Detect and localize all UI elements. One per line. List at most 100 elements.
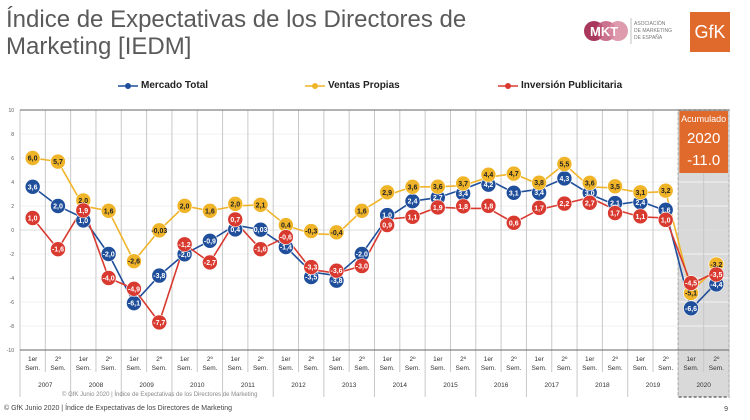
page-title: Índice de Expectativas de los Directores… <box>6 6 467 60</box>
data-label: 1,8 <box>458 204 468 211</box>
data-label-badge <box>252 197 269 213</box>
data-label-badge <box>379 217 395 233</box>
series-line <box>32 196 717 325</box>
data-label: 3,7 <box>458 181 468 188</box>
x-tick-label: Sem. <box>658 365 673 372</box>
x-tick-label: Sem. <box>329 365 344 372</box>
x-year-label: 2008 <box>89 382 104 389</box>
x-year-label: 2012 <box>291 382 306 389</box>
legend-label: Inversión Publicitaria <box>521 80 623 91</box>
data-label: 1,0 <box>382 213 392 220</box>
data-label: 5,5 <box>560 162 570 169</box>
legend-marker-red <box>498 82 518 89</box>
data-label: 4,2 <box>484 182 494 189</box>
x-tick-label: Sem. <box>25 365 40 372</box>
data-label: 3,6 <box>408 184 418 191</box>
data-label: -3,0 <box>356 264 368 271</box>
data-label-badge <box>100 270 117 286</box>
svg-text:MKT: MKT <box>590 24 618 39</box>
data-label-badge <box>505 165 522 182</box>
x-year-label: 2009 <box>139 382 154 389</box>
x-year-label: 2013 <box>342 382 357 389</box>
x-tick-label: 1er <box>585 356 595 363</box>
legend-marker-yellow <box>305 82 325 89</box>
x-year-label: 2019 <box>646 382 661 389</box>
data-label-badge <box>303 223 319 239</box>
x-tick-label: Sem. <box>354 365 369 372</box>
data-label-badge <box>126 253 142 270</box>
x-year-label: 2011 <box>241 382 255 389</box>
data-label: -0,3 <box>305 229 317 236</box>
data-label: 2,0 <box>78 198 88 205</box>
data-label-badge <box>480 166 497 183</box>
data-label: -4,4 <box>710 282 722 289</box>
data-label: 0,9 <box>382 223 392 230</box>
data-label: -3,6 <box>330 268 342 275</box>
data-label: 1,9 <box>78 208 88 215</box>
x-tick-label: 1er <box>79 356 89 363</box>
x-tick-label: 1er <box>686 356 696 363</box>
x-tick-label: Sem. <box>532 365 547 372</box>
data-label: -1,2 <box>179 242 191 249</box>
data-label-badge <box>404 209 421 225</box>
svg-text:DE ESPAÑA: DE ESPAÑA <box>634 34 663 41</box>
data-label: 2,0 <box>180 203 190 210</box>
x-tick-label: 1er <box>180 356 190 363</box>
y-tick-label: 0 <box>11 228 14 234</box>
chart-legend: Mercado Total Ventas Propias Inversión P… <box>0 80 750 96</box>
data-label-badge <box>505 215 522 231</box>
data-label: 4,3 <box>560 176 570 183</box>
data-label: -0,03 <box>151 228 167 235</box>
data-label-badge <box>202 203 218 219</box>
data-label: -0,6 <box>280 235 292 242</box>
data-label: 3,1 <box>636 190 646 197</box>
data-label: 2,7 <box>585 200 595 207</box>
x-tick-label: Sem. <box>633 365 648 372</box>
x-tick-label: Sem. <box>456 365 471 372</box>
legend-item-inversion-publicitaria: Inversión Publicitaria <box>498 80 622 91</box>
x-tick-label: Sem. <box>607 365 622 372</box>
x-tick-label: 2º <box>308 356 315 363</box>
data-label: 0,6 <box>509 220 519 227</box>
data-label-badge <box>505 185 522 201</box>
data-label-badge <box>151 267 168 284</box>
data-label-badge <box>683 275 699 291</box>
x-tick-label: 1er <box>28 356 38 363</box>
data-label: 0,4 <box>230 227 240 234</box>
series-line <box>32 177 717 311</box>
data-label-badge <box>531 200 547 216</box>
x-tick-label: Sem. <box>152 365 167 372</box>
footer-source: © GfK Junio 2020 | Índice de Expectativa… <box>4 405 232 412</box>
data-label-badge <box>24 179 41 195</box>
data-label-badge <box>607 178 623 195</box>
x-tick-label: Sem. <box>380 365 395 372</box>
data-label-badge <box>252 241 269 257</box>
data-label: 3,4 <box>458 191 468 198</box>
x-tick-label: 1er <box>382 356 392 363</box>
data-label: -7,7 <box>153 320 165 327</box>
data-label-badge <box>607 205 623 221</box>
x-tick-label: Sem. <box>430 365 445 372</box>
data-label-badge <box>176 236 193 253</box>
data-label: 3,5 <box>610 184 620 191</box>
data-label: 1,1 <box>408 214 418 221</box>
data-label: 2,0 <box>230 201 240 208</box>
data-label: 1,1 <box>636 214 646 221</box>
data-label-badge <box>176 198 193 214</box>
y-tick-label: -6 <box>10 300 15 306</box>
data-label-badge <box>328 224 345 241</box>
data-label: -3,2 <box>710 262 722 269</box>
data-label-badge <box>50 153 66 170</box>
data-label: -1,6 <box>52 247 64 254</box>
y-tick-label: 10 <box>8 108 14 114</box>
data-label: 4,7 <box>509 171 519 178</box>
data-label: -2,6 <box>128 259 140 266</box>
data-label: 0,7 <box>230 217 240 224</box>
x-tick-label: Sem. <box>709 365 724 372</box>
data-label: 1,0 <box>28 216 38 223</box>
x-year-label: 2016 <box>494 382 509 389</box>
y-tick-label: 4 <box>11 180 14 186</box>
x-tick-label: 2º <box>663 356 670 363</box>
